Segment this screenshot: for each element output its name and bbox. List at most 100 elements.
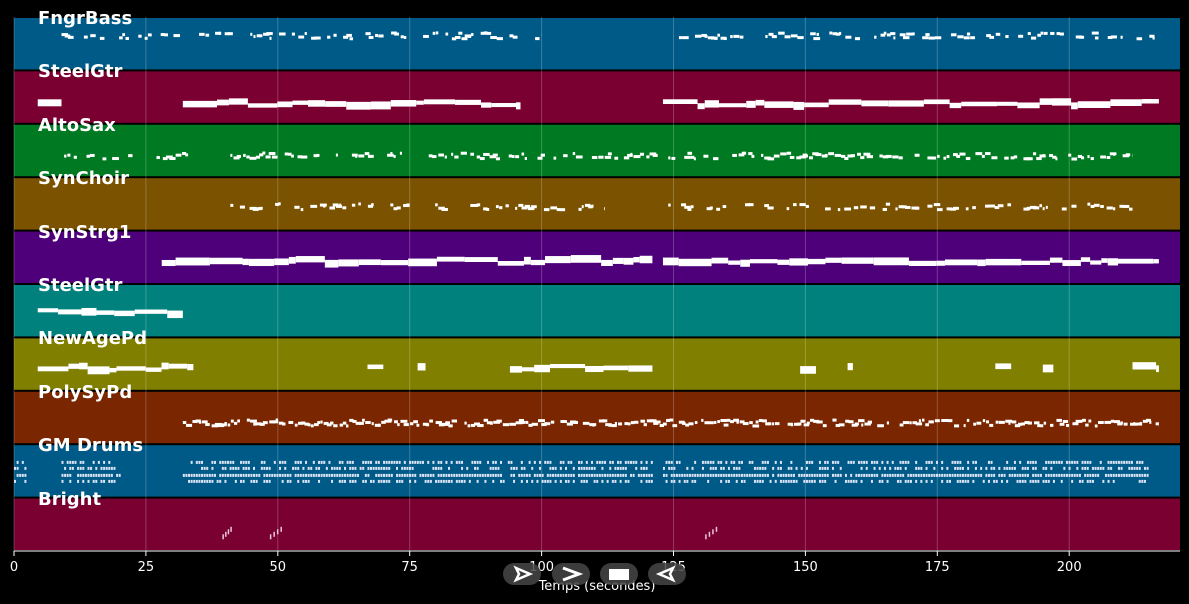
note-mark [681, 203, 687, 207]
drum-hit [82, 479, 85, 483]
note-mark [825, 257, 842, 263]
stop-button[interactable] [600, 563, 638, 585]
drum-hit [826, 460, 829, 464]
drum-hit [865, 466, 868, 470]
chevron-right-icon [562, 566, 584, 582]
drum-hit [242, 466, 245, 470]
drum-hit [211, 473, 214, 477]
note-mark [640, 419, 646, 423]
drum-hit [331, 466, 334, 470]
drum-hit [1125, 473, 1128, 477]
drum-hit [549, 460, 552, 464]
drum-hit [818, 473, 821, 477]
drum-hit [461, 466, 464, 470]
drum-hit [735, 473, 738, 477]
note-mark [805, 204, 809, 208]
drum-hit [341, 479, 344, 483]
drum-hit [915, 479, 918, 483]
drum-hit [678, 473, 681, 477]
note-mark [869, 206, 876, 210]
drum-hit [1110, 460, 1113, 464]
play-reverse-button[interactable] [648, 563, 686, 585]
drum-hit [640, 460, 643, 464]
drum-hit [520, 466, 523, 470]
drum-hit [367, 460, 370, 464]
drum-hit [349, 466, 352, 470]
drum-hit [513, 466, 516, 470]
drum-hit [476, 460, 479, 464]
note-mark [511, 154, 515, 158]
drum-hit [271, 473, 274, 477]
note-mark [294, 205, 300, 209]
drum-hit [1024, 466, 1027, 470]
note-mark [222, 534, 224, 540]
note-mark [1153, 259, 1159, 264]
note-mark [860, 205, 867, 209]
drum-hit [1078, 473, 1081, 477]
drum-hit [393, 460, 396, 464]
drum-hit [878, 466, 881, 470]
drum-hit [1146, 466, 1149, 470]
drum-hit [688, 473, 691, 477]
drum-hit [730, 460, 733, 464]
note-mark [239, 205, 246, 209]
drum-hit [974, 460, 977, 464]
note-mark [1033, 206, 1040, 210]
note-mark [1027, 32, 1031, 36]
drum-hit [286, 479, 289, 483]
note-mark [885, 202, 891, 206]
drum-hit [424, 479, 427, 483]
drum-hit [476, 466, 479, 470]
drum-hit [632, 460, 635, 464]
drum-hit [325, 473, 328, 477]
drum-hit [494, 473, 497, 477]
note-mark [570, 255, 602, 263]
drum-hit [64, 473, 67, 477]
drum-hit [351, 473, 354, 477]
note-mark [742, 422, 749, 426]
note-mark [509, 34, 514, 38]
drum-hit [279, 466, 282, 470]
note-mark [612, 257, 624, 264]
drum-hit [118, 473, 121, 477]
note-mark [914, 153, 920, 157]
note-mark [687, 151, 693, 155]
note-mark [694, 420, 698, 424]
drum-hit [528, 473, 531, 477]
drum-hit [100, 479, 103, 483]
drum-hit [1063, 473, 1066, 477]
note-mark [768, 422, 772, 426]
drum-hit [554, 466, 557, 470]
fast-forward-button[interactable] [552, 563, 590, 585]
note-mark [821, 154, 828, 158]
note-mark [982, 419, 986, 423]
note-mark [291, 154, 294, 158]
drum-hit [1052, 479, 1055, 483]
note-mark [902, 421, 910, 425]
note-mark [467, 424, 471, 428]
play-forward-button[interactable] [503, 563, 541, 585]
note-mark [563, 154, 568, 158]
note-mark [701, 33, 707, 37]
note-mark [1082, 418, 1086, 422]
note-mark [134, 309, 168, 314]
note-mark [58, 309, 82, 315]
note-mark [310, 204, 318, 208]
note-mark [185, 153, 189, 157]
note-mark [1077, 101, 1111, 108]
note-mark [544, 422, 551, 426]
drum-hit [756, 473, 759, 477]
drum-hit [500, 460, 503, 464]
drum-hit [1086, 473, 1089, 477]
note-mark [349, 37, 354, 41]
note-mark [1017, 102, 1040, 109]
note-mark [1043, 421, 1047, 425]
note-mark [797, 422, 802, 426]
drum-hit [419, 473, 422, 477]
note-mark [611, 424, 617, 428]
note-mark [253, 422, 257, 426]
drum-hit [1076, 460, 1079, 464]
track-lane [14, 285, 1180, 337]
drum-hit [694, 473, 697, 477]
drum-hit [500, 479, 503, 483]
